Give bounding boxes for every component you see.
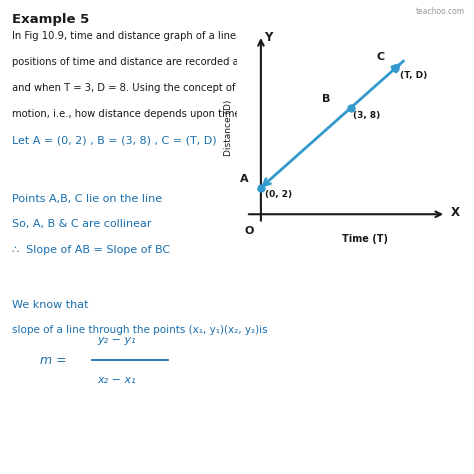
Text: positions of time and distance are recorded as, when T = 0, D = 2: positions of time and distance are recor… (12, 57, 342, 67)
Text: A: A (240, 174, 249, 184)
Text: (0, 2): (0, 2) (265, 191, 292, 200)
Text: (3, 8): (3, 8) (354, 111, 381, 120)
Text: Example 5: Example 5 (12, 13, 89, 26)
Text: Y: Y (264, 31, 272, 44)
Text: and when T = 3, D = 8. Using the concept of slope, find law of: and when T = 3, D = 8. Using the concept… (12, 83, 323, 93)
Text: In Fig 10.9, time and distance graph of a linear motion is given. Two: In Fig 10.9, time and distance graph of … (12, 31, 351, 41)
Text: slope of a line through the points (x₁, y₁)(x₂, y₂)is: slope of a line through the points (x₁, … (12, 325, 267, 335)
Text: motion, i.e., how distance depends upon time.: motion, i.e., how distance depends upon … (12, 109, 244, 119)
Text: teachoo.com: teachoo.com (415, 7, 465, 16)
Text: C: C (376, 52, 384, 62)
Text: Time (T): Time (T) (342, 234, 388, 244)
Text: X: X (451, 206, 460, 219)
Text: ∴  Slope of AB = Slope of BC: ∴ Slope of AB = Slope of BC (12, 245, 170, 255)
Text: y₂ − y₁: y₂ − y₁ (97, 335, 136, 346)
Text: (T, D): (T, D) (400, 71, 427, 80)
Text: We know that: We know that (12, 300, 88, 310)
Text: Distance (D): Distance (D) (224, 100, 233, 156)
Text: B: B (322, 94, 331, 104)
Text: m =: m = (40, 354, 71, 367)
Text: Let A = (0, 2) , B = (3, 8) , C = (T, D): Let A = (0, 2) , B = (3, 8) , C = (T, D) (12, 135, 217, 145)
Text: Points A,B, C lie on the line: Points A,B, C lie on the line (12, 194, 162, 204)
Text: x₂ − x₁: x₂ − x₁ (97, 375, 136, 385)
Text: So, A, B & C are collinear: So, A, B & C are collinear (12, 219, 151, 229)
Text: O: O (245, 226, 254, 236)
